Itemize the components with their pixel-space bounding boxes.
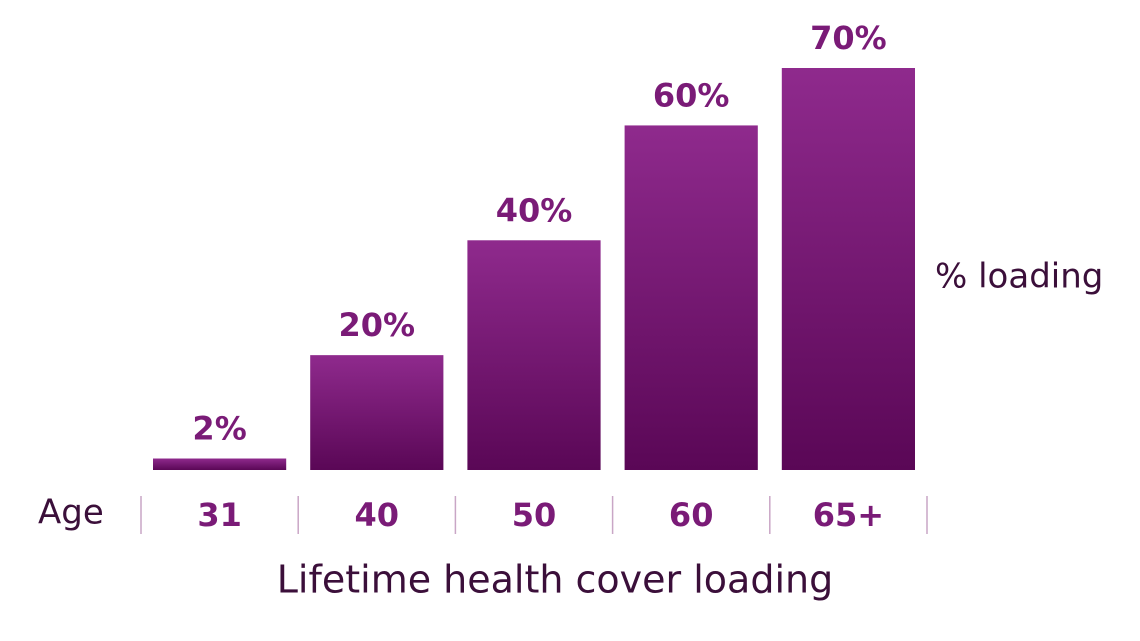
chart-title: Lifetime health cover loading: [277, 558, 833, 602]
x-tick-label: 60: [669, 496, 714, 534]
bar: [624, 125, 758, 470]
value-label: 70%: [810, 19, 887, 57]
x-tick-label: 65+: [813, 496, 884, 534]
value-label: 60%: [653, 76, 730, 114]
value-label: 40%: [496, 191, 573, 229]
x-axis-label: Age: [38, 493, 104, 533]
bar: [467, 240, 601, 470]
bar: [781, 68, 915, 470]
x-tick-label: 31: [197, 496, 242, 534]
value-label: 2%: [192, 410, 246, 448]
bar: [310, 355, 444, 470]
x-tick-label: 50: [512, 496, 557, 534]
value-label: 20%: [339, 306, 416, 344]
bar: [153, 458, 287, 470]
x-tick-label: 40: [355, 496, 400, 534]
y-axis-label: % loading: [935, 257, 1103, 297]
